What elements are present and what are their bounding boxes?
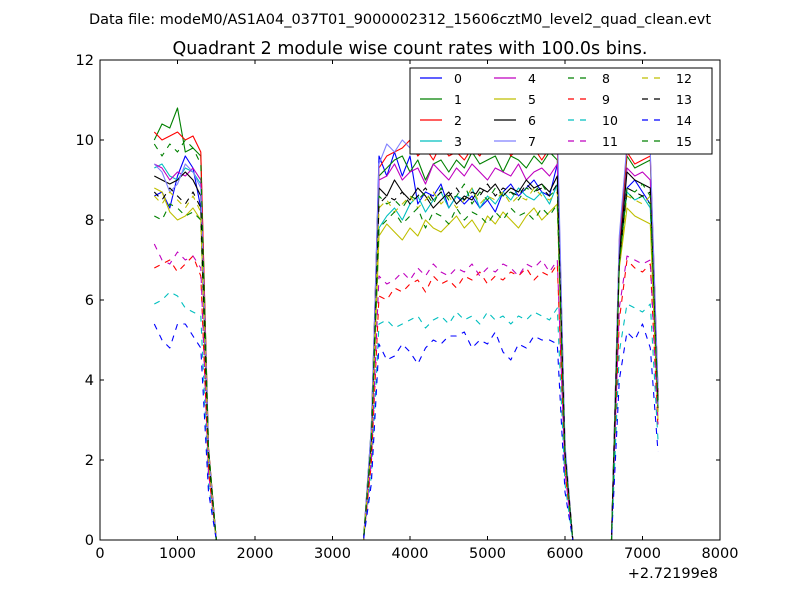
x-offset-label: +2.72199e8 xyxy=(628,566,718,582)
axis-ticks xyxy=(99,59,721,541)
legend-label: 9 xyxy=(602,92,610,107)
x-tick-label: 4000 xyxy=(392,546,429,562)
legend-item-8: 8 xyxy=(568,71,610,86)
legend-label: 7 xyxy=(528,134,536,149)
y-tick-label: 8 xyxy=(85,213,94,229)
legend-item-13: 13 xyxy=(642,92,692,107)
y-tick-label: 6 xyxy=(85,293,94,309)
legend-label: 14 xyxy=(676,113,692,128)
series-group xyxy=(153,107,659,540)
figure-suptitle: Data file: modeM0/AS1A04_037T01_90000023… xyxy=(89,12,711,28)
legend-item-5: 5 xyxy=(494,92,536,107)
legend-label: 15 xyxy=(676,134,692,149)
legend-item-10: 10 xyxy=(568,113,618,128)
series-line-5 xyxy=(154,187,659,540)
y-tick-label: 4 xyxy=(85,373,94,389)
legend-label: 1 xyxy=(454,92,462,107)
legend-item-12: 12 xyxy=(642,71,692,86)
legend-item-9: 9 xyxy=(568,92,610,107)
x-tick-label: 3000 xyxy=(314,546,351,562)
x-tick-label: 6000 xyxy=(547,546,584,562)
chart-title: Quadrant 2 module wise count rates with … xyxy=(173,39,648,59)
series-line-8 xyxy=(154,183,659,540)
series-line-3 xyxy=(154,163,659,540)
x-tick-label: 2000 xyxy=(237,546,274,562)
legend-label: 6 xyxy=(528,113,536,128)
y-tick-label: 0 xyxy=(85,533,94,549)
series-line-14 xyxy=(153,323,659,540)
legend-item-11: 11 xyxy=(568,134,618,149)
x-tick-label: 1000 xyxy=(159,546,196,562)
y-tick-label: 12 xyxy=(76,53,94,69)
series-line-1 xyxy=(153,107,659,540)
y-tick-label: 2 xyxy=(85,453,94,469)
legend-item-4: 4 xyxy=(494,71,536,86)
legend-item-0: 0 xyxy=(420,71,462,86)
y-tick-label: 10 xyxy=(76,133,94,149)
series-line-7 xyxy=(153,123,659,540)
legend-label: 8 xyxy=(602,71,610,86)
series-line-15 xyxy=(153,139,659,540)
x-tick-label: 7000 xyxy=(624,546,661,562)
legend-label: 10 xyxy=(602,113,618,128)
legend-frame xyxy=(409,67,713,155)
x-tick-label: 0 xyxy=(95,546,104,562)
plot-area: 0 1000 2000 3000 4000 5000 6000 7000 80000246810… xyxy=(76,53,739,582)
series-line-9 xyxy=(154,255,659,540)
legend-label: 11 xyxy=(602,134,618,149)
series-line-0 xyxy=(154,151,659,540)
legend-label: 2 xyxy=(454,113,462,128)
legend-label: 3 xyxy=(454,134,462,149)
x-tick-label: 8000 xyxy=(702,546,739,562)
legend-item-15: 15 xyxy=(642,134,692,149)
legend-item-7: 7 xyxy=(494,134,536,149)
series-line-11 xyxy=(153,243,659,540)
legend-label: 12 xyxy=(676,71,692,86)
legend-item-2: 2 xyxy=(420,113,462,128)
legend-label: 4 xyxy=(528,71,536,86)
series-line-4 xyxy=(154,163,659,540)
axis-tick-labels: 0 1000 2000 3000 4000 5000 6000 7000 80000246810… xyxy=(76,53,739,562)
legend-item-14: 14 xyxy=(642,113,692,128)
legend-label: 13 xyxy=(676,92,692,107)
legend-label: 5 xyxy=(528,92,536,107)
series-line-6 xyxy=(154,171,659,540)
legend-item-3: 3 xyxy=(420,134,462,149)
x-tick-label: 5000 xyxy=(469,546,506,562)
legend-label: 0 xyxy=(454,71,462,86)
legend-item-6: 6 xyxy=(494,113,536,128)
legend-item-1: 1 xyxy=(420,92,462,107)
